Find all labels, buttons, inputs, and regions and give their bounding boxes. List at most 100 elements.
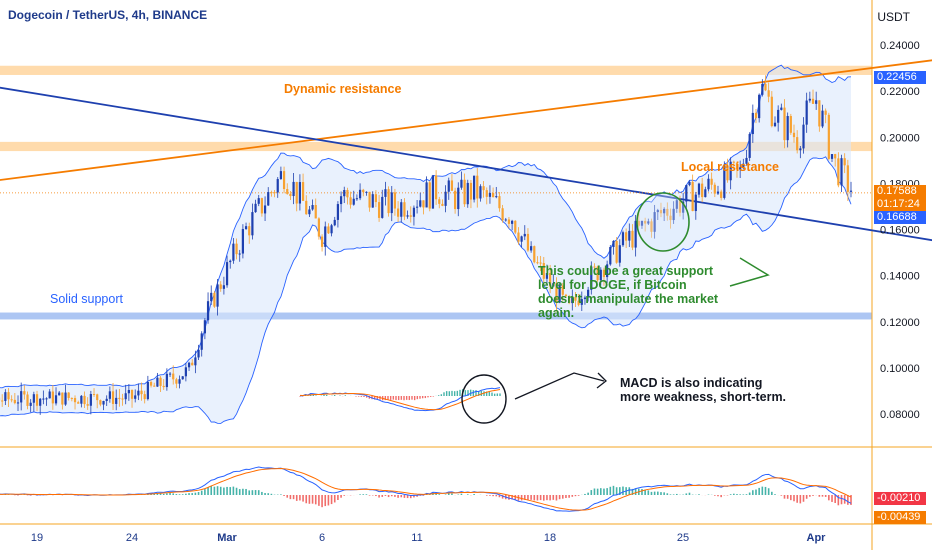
candle-body <box>434 175 438 200</box>
macd-histogram-bar <box>197 492 200 495</box>
time-tick-label: Mar <box>217 532 237 544</box>
mini-macd-bar <box>405 396 408 400</box>
macd-histogram-bar <box>619 487 621 495</box>
candle-body <box>20 391 23 403</box>
macd-histogram-bar <box>666 493 669 495</box>
mini-macd-bar <box>483 391 485 396</box>
mini-macd-bar <box>387 396 389 400</box>
macd-histogram-bar <box>343 495 346 496</box>
mini-macd-bar <box>373 396 376 400</box>
candle-body <box>536 262 539 264</box>
macd-histogram-bar <box>729 494 732 495</box>
macd-histogram-bar <box>292 495 295 500</box>
candle-body <box>298 182 302 204</box>
macd-histogram-bar <box>267 493 270 495</box>
mini-macd-bar <box>427 396 429 398</box>
macd-histogram-bar <box>561 495 564 499</box>
mini-macd-bar <box>363 396 365 397</box>
macd-histogram-bar <box>558 495 561 500</box>
candle-body <box>796 137 799 151</box>
macd-histogram-bar <box>555 495 558 501</box>
time-tick-label: 18 <box>544 532 556 544</box>
upper-band-tag: 0.22456 <box>874 71 926 84</box>
candle-body <box>533 246 536 263</box>
macd-histogram-bar <box>501 495 504 499</box>
macd-histogram-bar <box>834 495 836 504</box>
macd-highlight-circle <box>461 374 507 424</box>
macd-histogram-bar <box>714 495 716 496</box>
candle-body <box>61 392 64 405</box>
candle-body <box>374 194 378 203</box>
candle-body <box>232 243 235 261</box>
currency-label: USDT <box>877 10 910 24</box>
mini-macd-bar <box>403 396 405 401</box>
mini-macd-bar <box>360 396 363 397</box>
candle-body <box>590 266 593 290</box>
macd-histogram-bar <box>337 495 339 501</box>
mini-macd-bar <box>397 396 400 401</box>
candle-body <box>716 191 720 194</box>
candle-body <box>80 395 83 404</box>
macd-histogram-bar <box>847 495 849 505</box>
mini-macd-bar <box>315 395 317 396</box>
candle-body <box>352 198 355 205</box>
macd-histogram-bar <box>539 495 542 501</box>
candle-body <box>555 283 558 303</box>
candle-body <box>162 385 165 388</box>
candle-body <box>295 181 298 204</box>
candle-body <box>108 391 111 399</box>
candle-body <box>32 394 35 403</box>
macd-histogram-bar <box>596 488 599 495</box>
candle-body <box>428 182 431 209</box>
candle-body <box>396 208 400 217</box>
candle-body <box>311 205 314 210</box>
candle-body <box>67 392 70 398</box>
candle-body <box>678 200 682 213</box>
macd-histogram-bar <box>318 495 320 506</box>
candle-body <box>507 219 511 224</box>
candle-body <box>149 381 153 386</box>
macd-histogram-bar <box>837 495 840 506</box>
macd-histogram-bar <box>599 488 602 495</box>
macd-histogram-bar <box>232 486 235 495</box>
mini-macd-bar <box>464 390 467 396</box>
zone-top-resistance <box>0 65 872 75</box>
macd-histogram-bar <box>533 495 536 501</box>
candle-body <box>666 208 669 216</box>
mini-macd-bar <box>411 396 413 400</box>
candle-body <box>384 189 387 197</box>
macd-histogram-bar <box>669 494 672 495</box>
candle-body <box>438 199 441 204</box>
candle-body <box>805 100 808 125</box>
macd-histogram-bar <box>302 495 304 502</box>
macd-histogram-bar <box>166 493 168 495</box>
macd-histogram-bar <box>745 494 748 495</box>
candle-body <box>764 83 767 91</box>
candle-body <box>561 285 564 295</box>
candle-body <box>577 300 580 305</box>
macd-histogram-bar <box>466 494 469 495</box>
candle-body <box>672 208 675 221</box>
last-price-tag: 0.17588 <box>874 185 926 198</box>
macd-histogram-bar <box>628 487 631 495</box>
candle-body <box>13 399 16 404</box>
price-tick-label: 0.08000 <box>880 409 920 421</box>
candle-body <box>368 191 371 208</box>
candle-body <box>688 181 691 186</box>
candle-body <box>336 204 340 220</box>
macd-histogram-bar <box>542 495 545 501</box>
macd-histogram-bar <box>514 495 517 501</box>
candle-body <box>618 245 621 263</box>
candle-body <box>377 202 381 218</box>
candle-body <box>444 191 447 206</box>
macd-histogram-bar <box>178 494 181 495</box>
bollinger-upper <box>0 64 852 389</box>
macd-histogram-bar <box>204 489 206 495</box>
candle-body <box>362 189 365 193</box>
macd-histogram-bar <box>650 491 653 495</box>
candle-body <box>761 83 764 95</box>
macd-histogram-bar <box>394 495 396 497</box>
candle-body <box>339 196 343 205</box>
time-axis: 1924Mar6111825Apr815 <box>31 532 826 544</box>
